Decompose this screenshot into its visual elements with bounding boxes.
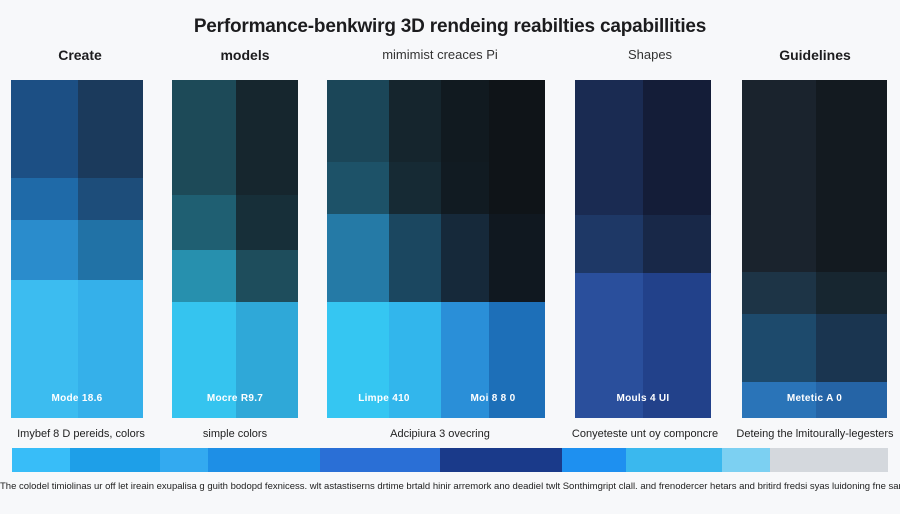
column-label-guidelines: Guidelines [779, 47, 851, 63]
column-description: Conyeteste unt oy componcre [571, 428, 719, 440]
panel-caption-secondary: Moi 8 8 0 [470, 393, 516, 404]
swatch-cell [236, 302, 298, 418]
panel-caption: Mouls 4 UI [616, 393, 670, 404]
swatch-cell [11, 220, 78, 280]
swatch-cell [11, 280, 78, 418]
swatch-cell [236, 250, 298, 302]
swatch-cell [643, 215, 711, 273]
column-description: Imybef 8 D pereids, colors [17, 428, 145, 440]
swatch-cell [327, 162, 389, 214]
swatch-cell [327, 214, 389, 302]
column-description: simple colors [202, 428, 268, 440]
swatch-cell [643, 273, 711, 418]
strip-swatch [160, 448, 208, 472]
strip-swatch [562, 448, 626, 472]
strip-swatch [722, 448, 770, 472]
swatch-cell [816, 314, 887, 382]
swatch-cell [236, 80, 298, 195]
color-strip [12, 448, 888, 472]
swatch-cell [441, 302, 489, 418]
swatch-cell [489, 162, 545, 214]
swatch-cell [742, 272, 816, 314]
swatch-cell [78, 220, 143, 280]
swatch-cell [742, 314, 816, 382]
swatch-cell [441, 162, 489, 214]
column-description: Adcipiura 3 ovecring [390, 428, 490, 440]
column-label-models: models [220, 47, 270, 63]
swatch-cell [816, 80, 887, 272]
swatch-cell [11, 178, 78, 220]
strip-swatch [626, 448, 722, 472]
swatch-cell [389, 80, 441, 162]
panel-caption: Metetic A 0 [786, 393, 843, 404]
swatch-cell [389, 214, 441, 302]
swatch-cell [816, 272, 887, 314]
swatch-panel-shapes: Mouls 4 UI [575, 80, 711, 418]
swatch-cell [172, 195, 236, 250]
swatch-panel-minimalist: Limpe 410 Moi 8 8 0 [327, 80, 545, 418]
column-label-create: Create [58, 47, 102, 63]
swatch-cell [78, 280, 143, 418]
page-title: Performance-benkwirg 3D rendeing reabilt… [193, 16, 707, 37]
swatch-panel-models: Mocre R9.7 [172, 80, 298, 418]
panel-caption: Mocre R9.7 [206, 393, 264, 404]
swatch-panel-create: Mode 18.6 [11, 80, 143, 418]
swatch-cell [11, 80, 78, 178]
swatch-cell [441, 214, 489, 302]
swatch-cell [575, 215, 643, 273]
swatch-cell [816, 382, 887, 418]
swatch-cell [742, 382, 816, 418]
swatch-cell [172, 302, 236, 418]
swatch-cell [389, 302, 441, 418]
panel-caption: Mode 18.6 [51, 393, 103, 404]
swatch-cell [489, 302, 545, 418]
column-description: Deteing the lmitourally-legesters [736, 428, 894, 440]
swatch-panel-guidelines: Metetic A 0 [742, 80, 887, 418]
footer-text: The colodel timiolinas ur off let ireain… [0, 481, 900, 492]
swatch-cell [489, 214, 545, 302]
swatch-cell [78, 80, 143, 178]
swatch-cell [575, 273, 643, 418]
column-label-shapes: Shapes [627, 47, 673, 62]
column-label-minimalist: mimimist creaces Pi [382, 47, 498, 62]
strip-swatch [770, 448, 888, 472]
swatch-cell [575, 80, 643, 215]
strip-swatch [320, 448, 440, 472]
swatch-cell [236, 195, 298, 250]
swatch-cell [327, 80, 389, 162]
swatch-cell [78, 178, 143, 220]
swatch-cell [643, 80, 711, 215]
swatch-cell [441, 80, 489, 162]
swatch-cell [172, 80, 236, 195]
strip-swatch [440, 448, 562, 472]
swatch-cell [489, 80, 545, 162]
strip-swatch [70, 448, 160, 472]
swatch-cell [389, 162, 441, 214]
swatch-cell [172, 250, 236, 302]
strip-swatch [12, 448, 70, 472]
strip-swatch [208, 448, 320, 472]
swatch-cell [742, 80, 816, 272]
swatch-cell [327, 302, 389, 418]
panel-caption: Limpe 410 [358, 393, 410, 404]
